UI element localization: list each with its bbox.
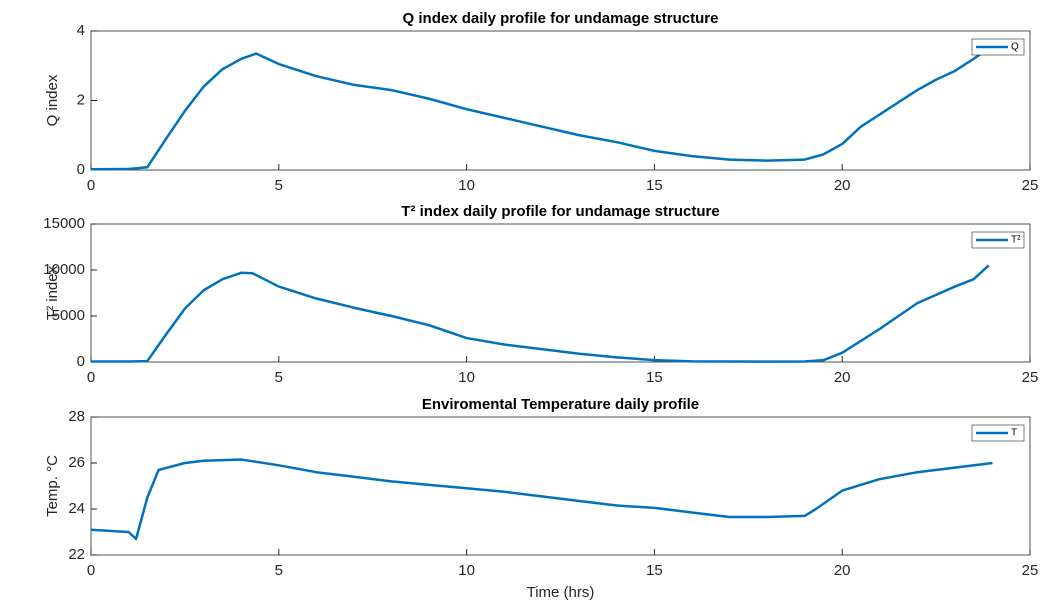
y-tick-label: 2: [77, 91, 85, 108]
y-axis-label: Q index: [44, 74, 61, 126]
chart-title: T² index daily profile for undamage stru…: [401, 203, 719, 220]
chart-title: Enviromental Temperature daily profile: [422, 396, 699, 413]
legend-label: T²: [1011, 235, 1021, 246]
y-axis-label: T² index: [44, 265, 61, 320]
plot-area: [90, 223, 1031, 363]
data-line: [90, 458, 993, 541]
y-tick-label: 4: [77, 22, 85, 39]
y-tick-label: 5000: [52, 307, 85, 324]
plot-area: [90, 416, 1031, 556]
x-tick-label: 20: [834, 562, 851, 579]
y-tick-label: 24: [68, 500, 85, 517]
x-tick-label: 10: [458, 369, 475, 386]
x-tick-label: 15: [646, 177, 663, 194]
x-tick-label: 25: [1022, 562, 1039, 579]
plot-area: [90, 30, 1031, 171]
y-tick-label: 22: [68, 546, 85, 563]
y-axis-label: Temp. °C: [44, 455, 61, 517]
chart-title: Q index daily profile for undamage struc…: [403, 10, 719, 27]
x-tick-label: 5: [275, 369, 283, 386]
x-tick-label: 15: [646, 369, 663, 386]
legend-label: Q: [1011, 42, 1019, 53]
x-tick-label: 15: [646, 562, 663, 579]
y-tick-label: 28: [68, 408, 85, 425]
x-tick-label: 0: [87, 562, 95, 579]
y-tick-label: 0: [77, 353, 85, 370]
x-axis-label: Time (hrs): [527, 584, 595, 601]
x-tick-label: 0: [87, 177, 95, 194]
x-tick-label: 10: [458, 562, 475, 579]
x-tick-label: 10: [458, 177, 475, 194]
data-line: [90, 47, 990, 171]
x-tick-label: 20: [834, 177, 851, 194]
x-tick-label: 5: [275, 177, 283, 194]
x-tick-label: 20: [834, 369, 851, 386]
legend-label: T: [1011, 428, 1017, 439]
y-tick-label: 26: [68, 454, 85, 471]
x-tick-label: 5: [275, 562, 283, 579]
data-line: [91, 264, 990, 363]
y-tick-label: 0: [77, 161, 85, 178]
x-tick-label: 0: [87, 369, 95, 386]
y-tick-label: 10000: [43, 261, 85, 278]
x-tick-label: 25: [1022, 369, 1039, 386]
y-tick-label: 15000: [43, 215, 85, 232]
x-tick-label: 25: [1022, 177, 1039, 194]
